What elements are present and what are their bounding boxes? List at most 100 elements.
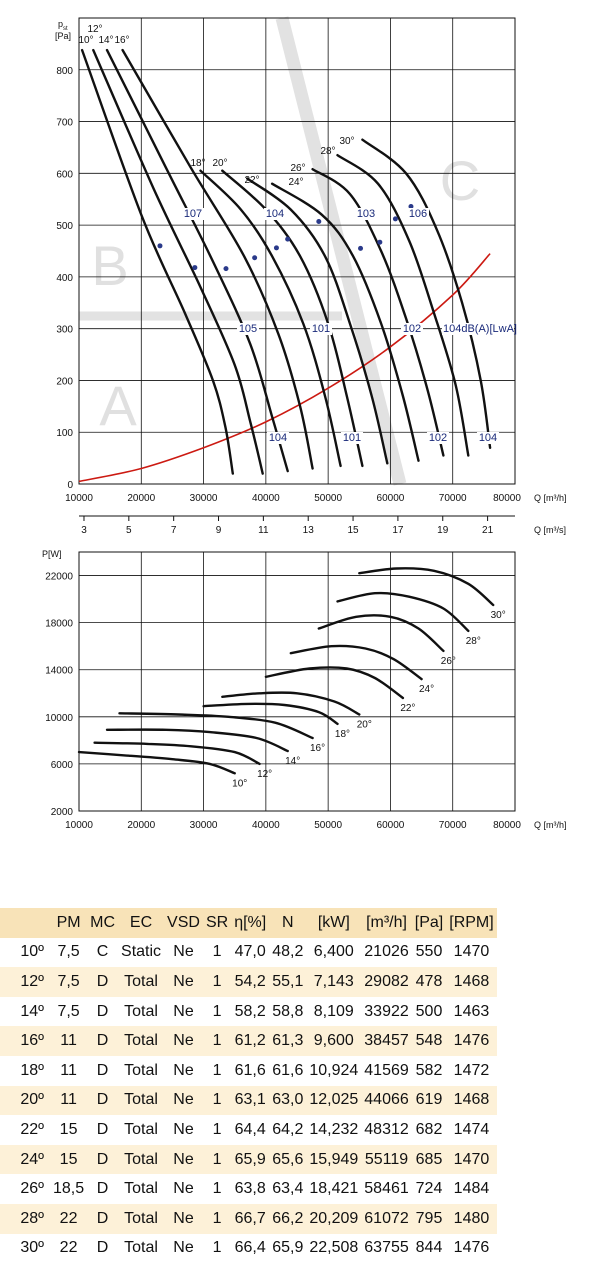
sound-label-bg	[267, 432, 289, 444]
efficiency-point	[252, 255, 258, 261]
angle-label: 10°	[78, 35, 93, 46]
table-row: 12º 7,5 D Total Ne 1 54,2 55,1 7,143 29082 478 1468	[0, 967, 497, 997]
y-tick-label: 200	[56, 376, 73, 387]
table-cell: 61072	[361, 1203, 412, 1234]
power-curve-12deg	[93, 741, 261, 766]
efficiency-point	[316, 218, 322, 224]
table-cell: Total	[118, 967, 165, 997]
table-cell: 724	[411, 1174, 447, 1204]
table-cell: 11	[50, 1026, 88, 1056]
secondary-x-tick-label: 11	[258, 525, 269, 536]
y-tick-label: 22000	[45, 572, 73, 583]
table-header-cell: MC	[87, 908, 119, 938]
table-cell: 58,8	[269, 996, 307, 1027]
curve-14deg	[105, 48, 289, 473]
table-row: 14º 7,5 D Total Ne 1 58,2 58,8 8,109 33922 500 1463	[0, 996, 497, 1027]
table-cell: Total	[118, 1085, 165, 1116]
sound-label-bg	[264, 208, 286, 220]
x-tick-label: 40000	[252, 820, 280, 831]
table-cell: D	[87, 1144, 119, 1175]
region-background: A B C	[79, 16, 480, 486]
table-cell: 20º	[0, 1085, 50, 1116]
x-tick-label: 70000	[439, 493, 467, 504]
table-cell: 1	[202, 996, 232, 1027]
secondary-x-tick-label: 5	[126, 525, 132, 536]
x-axis-label: Q [m³/h]	[534, 493, 567, 503]
table-cell: 7,5	[50, 937, 88, 968]
curve-26deg	[311, 168, 445, 457]
y-tick-label: 500	[56, 221, 73, 232]
efficiency-point	[192, 265, 198, 271]
table-cell: 1	[202, 1233, 232, 1264]
table-cell: 550	[411, 937, 447, 968]
system-resistance-curve	[78, 253, 491, 483]
table-cell: 61,6	[231, 1055, 270, 1086]
efficiency-point	[273, 245, 279, 251]
table-cell: D	[87, 1026, 119, 1056]
table-cell: 58,2	[231, 996, 270, 1027]
power-angle-label: 24°	[419, 684, 434, 695]
table-cell: Ne	[164, 1144, 203, 1175]
secondary-x-tick-label: 3	[81, 525, 87, 536]
table-row: 26º 18,5 D Total Ne 1 63,8 63,4 18,421 58461 724 14…	[0, 1174, 497, 1204]
sound-level-label: 106	[409, 208, 427, 220]
table-cell: 61,6	[269, 1055, 307, 1086]
pressure-chart: A B C 0 100 200 300 400 500 600 700 800 10000 20000 30…	[55, 16, 567, 536]
angle-label: 26°	[290, 163, 305, 174]
y-tick-label: 6000	[51, 760, 74, 771]
power-curve-10deg	[77, 750, 236, 775]
x-tick-label: 60000	[377, 493, 405, 504]
power-angle-label: 10°	[232, 778, 247, 789]
y-tick-label: 0	[67, 480, 73, 491]
power-angle-label: 16°	[310, 743, 325, 754]
table-cell: 55,1	[269, 967, 307, 997]
table-cell: 30º	[0, 1233, 50, 1264]
angle-label: 30°	[339, 136, 354, 147]
table-cell: 682	[411, 1115, 447, 1145]
sound-level-label: 104	[269, 432, 287, 444]
angle-label: 16°	[114, 35, 129, 46]
region-divider-diagonal	[275, 16, 407, 486]
table-cell: D	[87, 996, 119, 1027]
efficiency-point	[223, 266, 229, 272]
table-cell: D	[87, 1055, 119, 1086]
table-cell: D	[87, 967, 119, 997]
sound-label-bg	[341, 432, 363, 444]
angle-label: 24°	[288, 177, 303, 188]
table-header-row: PM MC EC VSD SR η[%] N [kW] [m³/h] [Pa] [RPM]	[0, 908, 497, 938]
table-cell: 12,025	[306, 1085, 362, 1116]
curve-22deg	[246, 177, 389, 465]
plot-frame	[78, 551, 516, 812]
x-tick-label: 40000	[252, 493, 280, 504]
table-cell: D	[87, 1174, 119, 1204]
table-cell: 47,0	[231, 937, 270, 968]
table-cell: 18,421	[306, 1174, 362, 1204]
table-cell: 619	[411, 1085, 447, 1116]
table-cell: 1	[202, 1055, 232, 1086]
table-cell: 1	[202, 1174, 232, 1204]
table-cell: 21026	[361, 937, 412, 968]
table-cell: 12º	[0, 967, 50, 997]
x-tick-label: 80000	[493, 820, 521, 831]
table-cell: Ne	[164, 1026, 203, 1056]
table-cell: 1472	[446, 1055, 497, 1086]
curve-12deg	[92, 48, 264, 475]
table-header-cell	[0, 908, 50, 938]
table-cell: Ne	[164, 1174, 203, 1204]
y-tick-label: 300	[56, 325, 73, 336]
table-row: 28º 22 D Total Ne 1 66,7 66,2 20,209 61072 795 1480	[0, 1203, 497, 1234]
table-cell: D	[87, 1203, 119, 1234]
table-cell: 41569	[361, 1055, 412, 1086]
table-cell: 1	[202, 1144, 232, 1175]
y-tick-label: 600	[56, 169, 73, 180]
power-curve-22deg	[264, 666, 405, 700]
y-tick-label: 18000	[45, 619, 73, 630]
sound-label-bg	[310, 323, 332, 335]
table-cell: 11	[50, 1055, 88, 1086]
secondary-x-axis-label: Q [m³/s]	[534, 525, 566, 535]
table-cell: 1480	[446, 1203, 497, 1234]
table-cell: 548	[411, 1026, 447, 1056]
angle-label: 22°	[244, 175, 259, 186]
table-row: 20º 11 D Total Ne 1 63,1 63,0 12,025 44066 619 1468	[0, 1085, 497, 1116]
table-cell: 22º	[0, 1115, 50, 1145]
